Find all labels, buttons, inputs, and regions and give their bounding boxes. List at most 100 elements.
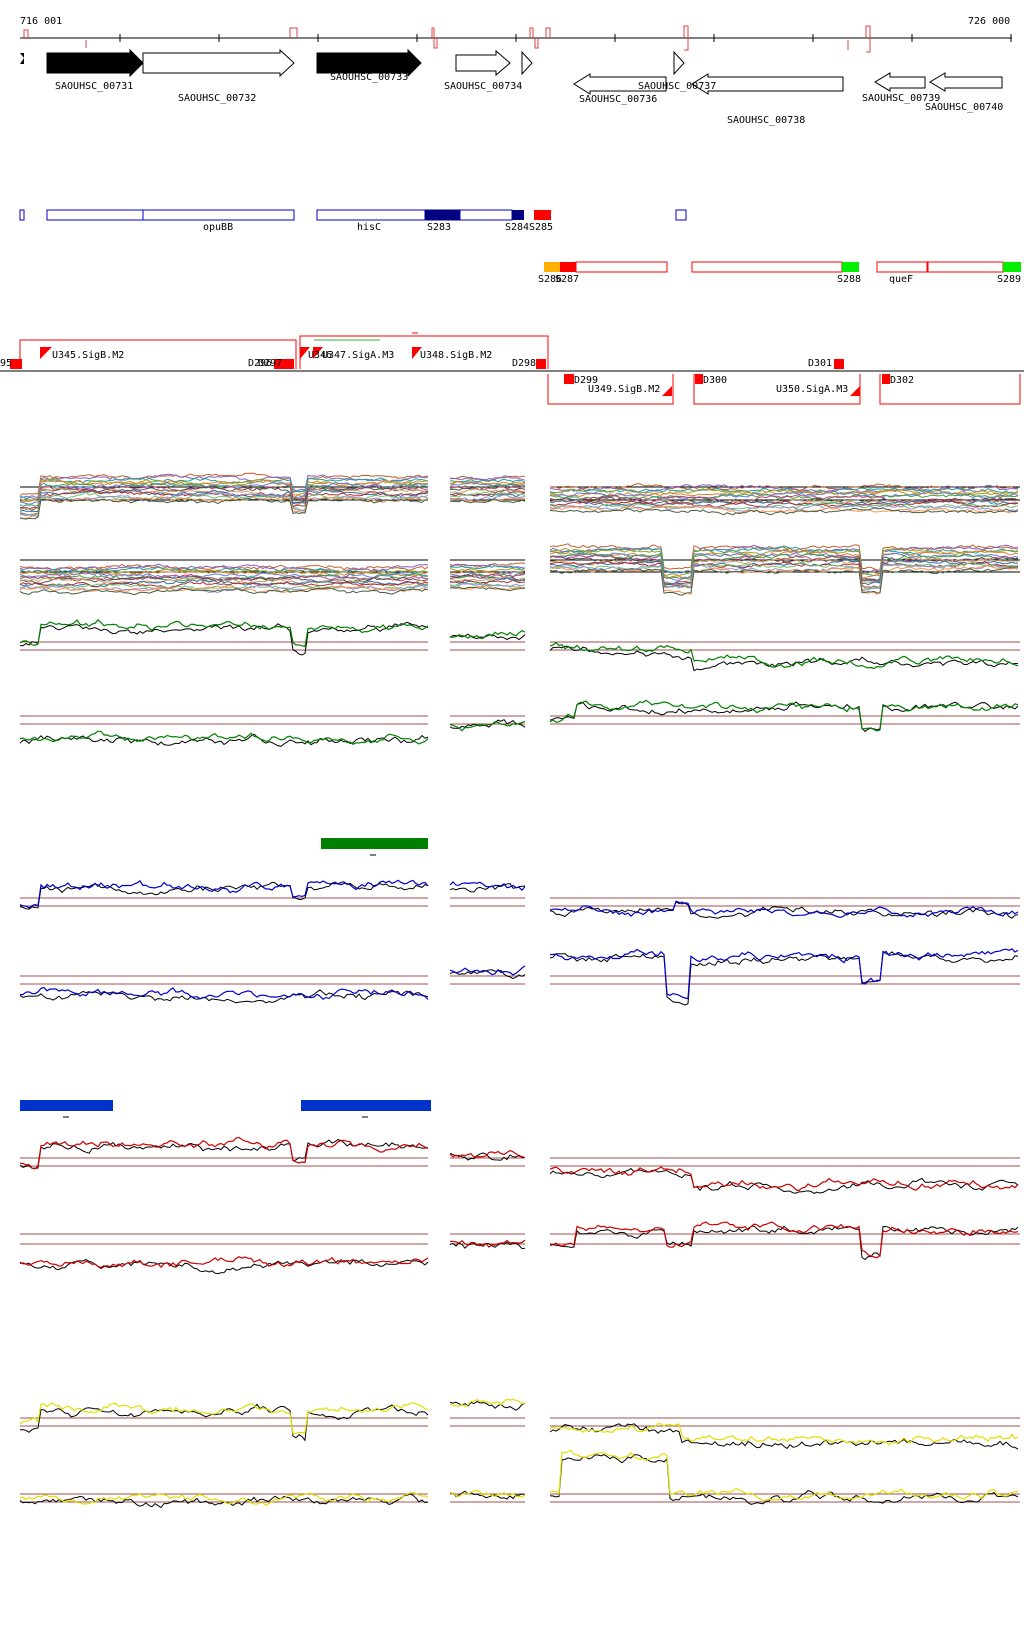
gene-arrow-SAOUHSC_00739[interactable] <box>874 72 926 92</box>
transcript-box-minus-a[interactable] <box>575 261 668 273</box>
transcript-box-opuBB-a[interactable] <box>46 209 144 221</box>
transcript-box-S289[interactable] <box>1003 262 1021 272</box>
transcript-box-S284[interactable] <box>512 210 524 220</box>
expression-trace-condition <box>450 1239 526 1248</box>
expression-trace <box>450 568 526 575</box>
transcript-box-S287[interactable] <box>560 262 576 272</box>
expression-trace <box>449 491 526 497</box>
expression-trace <box>449 480 526 485</box>
transcript-box-S288[interactable] <box>842 262 859 272</box>
expression-trace-reference <box>449 718 526 729</box>
condition-bar-green[interactable] <box>321 838 428 849</box>
segment-box-D296[interactable] <box>274 359 294 369</box>
expression-trace-condition <box>449 720 526 732</box>
gene-label-SAOUHSC_00739: SAOUHSC_00739 <box>862 93 940 104</box>
expression-trace <box>19 566 429 574</box>
segment-label-U349: U349.SigB.M2 <box>588 384 660 395</box>
gene-arrow-SAOUHSC_00736[interactable] <box>573 73 667 95</box>
transcript-box-hisC-c[interactable] <box>459 209 513 221</box>
segment-box-D300[interactable] <box>695 374 703 384</box>
expression-trace-reference <box>549 1423 1019 1450</box>
expression-trace-condition <box>19 879 429 909</box>
transcript-box-opuBB-b[interactable] <box>142 209 295 221</box>
gene-arrow-left-edge[interactable] <box>20 53 24 64</box>
gene-arrow-SAOUHSC_00737[interactable] <box>673 50 685 76</box>
gene-label-SAOUHSC_00734: SAOUHSC_00734 <box>444 81 522 92</box>
segment-label-D298: D298 <box>512 358 536 369</box>
transcript-box-queF[interactable] <box>876 261 928 273</box>
expression-trace <box>19 481 429 505</box>
gene-arrow-SAOUHSC_00732[interactable] <box>142 48 295 78</box>
gene-arrow-SAOUHSC_00731[interactable] <box>46 48 144 78</box>
operon-label-opuBB: opuBB <box>203 222 233 233</box>
segment-box-D302[interactable] <box>882 374 890 384</box>
expression-trace-condition <box>19 1492 429 1507</box>
transcript-box-S285[interactable] <box>534 210 551 220</box>
segment-flag-U347[interactable] <box>313 347 323 359</box>
expression-trace-condition <box>449 881 526 891</box>
expression-trace-condition <box>549 948 1019 1000</box>
segment-flag-U350[interactable] <box>850 386 860 396</box>
gene-label-SAOUHSC_00732: SAOUHSC_00732 <box>178 93 256 104</box>
expression-trace <box>549 552 1019 583</box>
expression-trace-condition <box>549 641 1019 670</box>
expression-trace-reference <box>19 621 429 656</box>
transcript-box-small[interactable] <box>675 209 687 221</box>
expression-trace <box>449 475 525 482</box>
expression-trace <box>549 499 1019 508</box>
segment-box-D301[interactable] <box>834 359 844 369</box>
transcript-box-hisC[interactable] <box>316 209 426 221</box>
gene-arrow-SAOUHSC_00734[interactable] <box>455 49 511 77</box>
segment-label-D300: D300 <box>703 375 727 386</box>
transcript-box-minus-c[interactable] <box>927 261 1004 273</box>
expression-trace-condition <box>549 1449 1019 1502</box>
segmentation-track: 95 U345.SigB.M2 D296 D297 U346 U347.SigA… <box>0 332 1024 405</box>
segment-flag-U348[interactable] <box>412 347 422 359</box>
expression-trace <box>449 579 526 585</box>
expression-trace-condition <box>549 900 1019 918</box>
expression-trace <box>549 543 1019 571</box>
expression-trace <box>19 489 429 516</box>
gene-arrow-SAOUHSC_00733[interactable] <box>316 48 422 78</box>
gene-arrow-small-1[interactable] <box>521 50 533 76</box>
gene-arrow-SAOUHSC_00740[interactable] <box>929 72 1003 92</box>
expression-trace <box>549 563 1019 592</box>
expression-trace <box>449 567 526 573</box>
expression-trace <box>19 485 429 511</box>
transcript-box-S286[interactable] <box>544 262 560 272</box>
segment-label-D296: D296 <box>248 358 272 369</box>
gene-arrow-SAOUHSC_00738[interactable] <box>691 73 844 95</box>
expression-trace-reference <box>449 633 526 641</box>
transcript-box-S283[interactable] <box>424 209 461 221</box>
expression-trace <box>449 484 526 491</box>
operon-label-S286: S286 <box>538 274 562 285</box>
expression-trace <box>450 478 526 483</box>
condition-bar-blue-2[interactable] <box>301 1100 431 1111</box>
condition-bar-blue-1[interactable] <box>20 1100 113 1111</box>
segment-box-D298[interactable] <box>536 359 546 369</box>
expression-trace <box>549 556 1019 586</box>
panel-blue-plus <box>19 879 1020 919</box>
segment-label-U350: U350.SigA.M3 <box>776 384 848 395</box>
segment-flag-U345[interactable] <box>40 347 52 359</box>
segment-label-U347: U347.SigA.M3 <box>322 350 394 361</box>
transcript-box-minus-b[interactable] <box>691 261 843 273</box>
operon-label-S285: S285 <box>529 222 553 233</box>
segment-box-D299[interactable] <box>564 374 574 384</box>
expression-trace <box>19 496 429 520</box>
segment-label-U345: U345.SigB.M2 <box>52 350 124 361</box>
expression-trace-reference <box>549 950 1019 1006</box>
expression-trace <box>449 564 526 571</box>
transcript-box-edge[interactable] <box>19 209 25 221</box>
panel-yellow-minus <box>19 1449 1020 1509</box>
operon-label-S284: S284 <box>505 222 529 233</box>
expression-trace-reference <box>449 883 526 893</box>
segment-box-95[interactable] <box>10 359 22 369</box>
expression-trace <box>19 491 429 516</box>
segment-flag-U349[interactable] <box>662 386 672 396</box>
expression-trace <box>549 554 1019 585</box>
panel-yellow-plus <box>19 1398 1020 1450</box>
gene-label-SAOUHSC_00733: SAOUHSC_00733 <box>330 72 408 83</box>
segment-flag-U346[interactable] <box>300 347 310 359</box>
